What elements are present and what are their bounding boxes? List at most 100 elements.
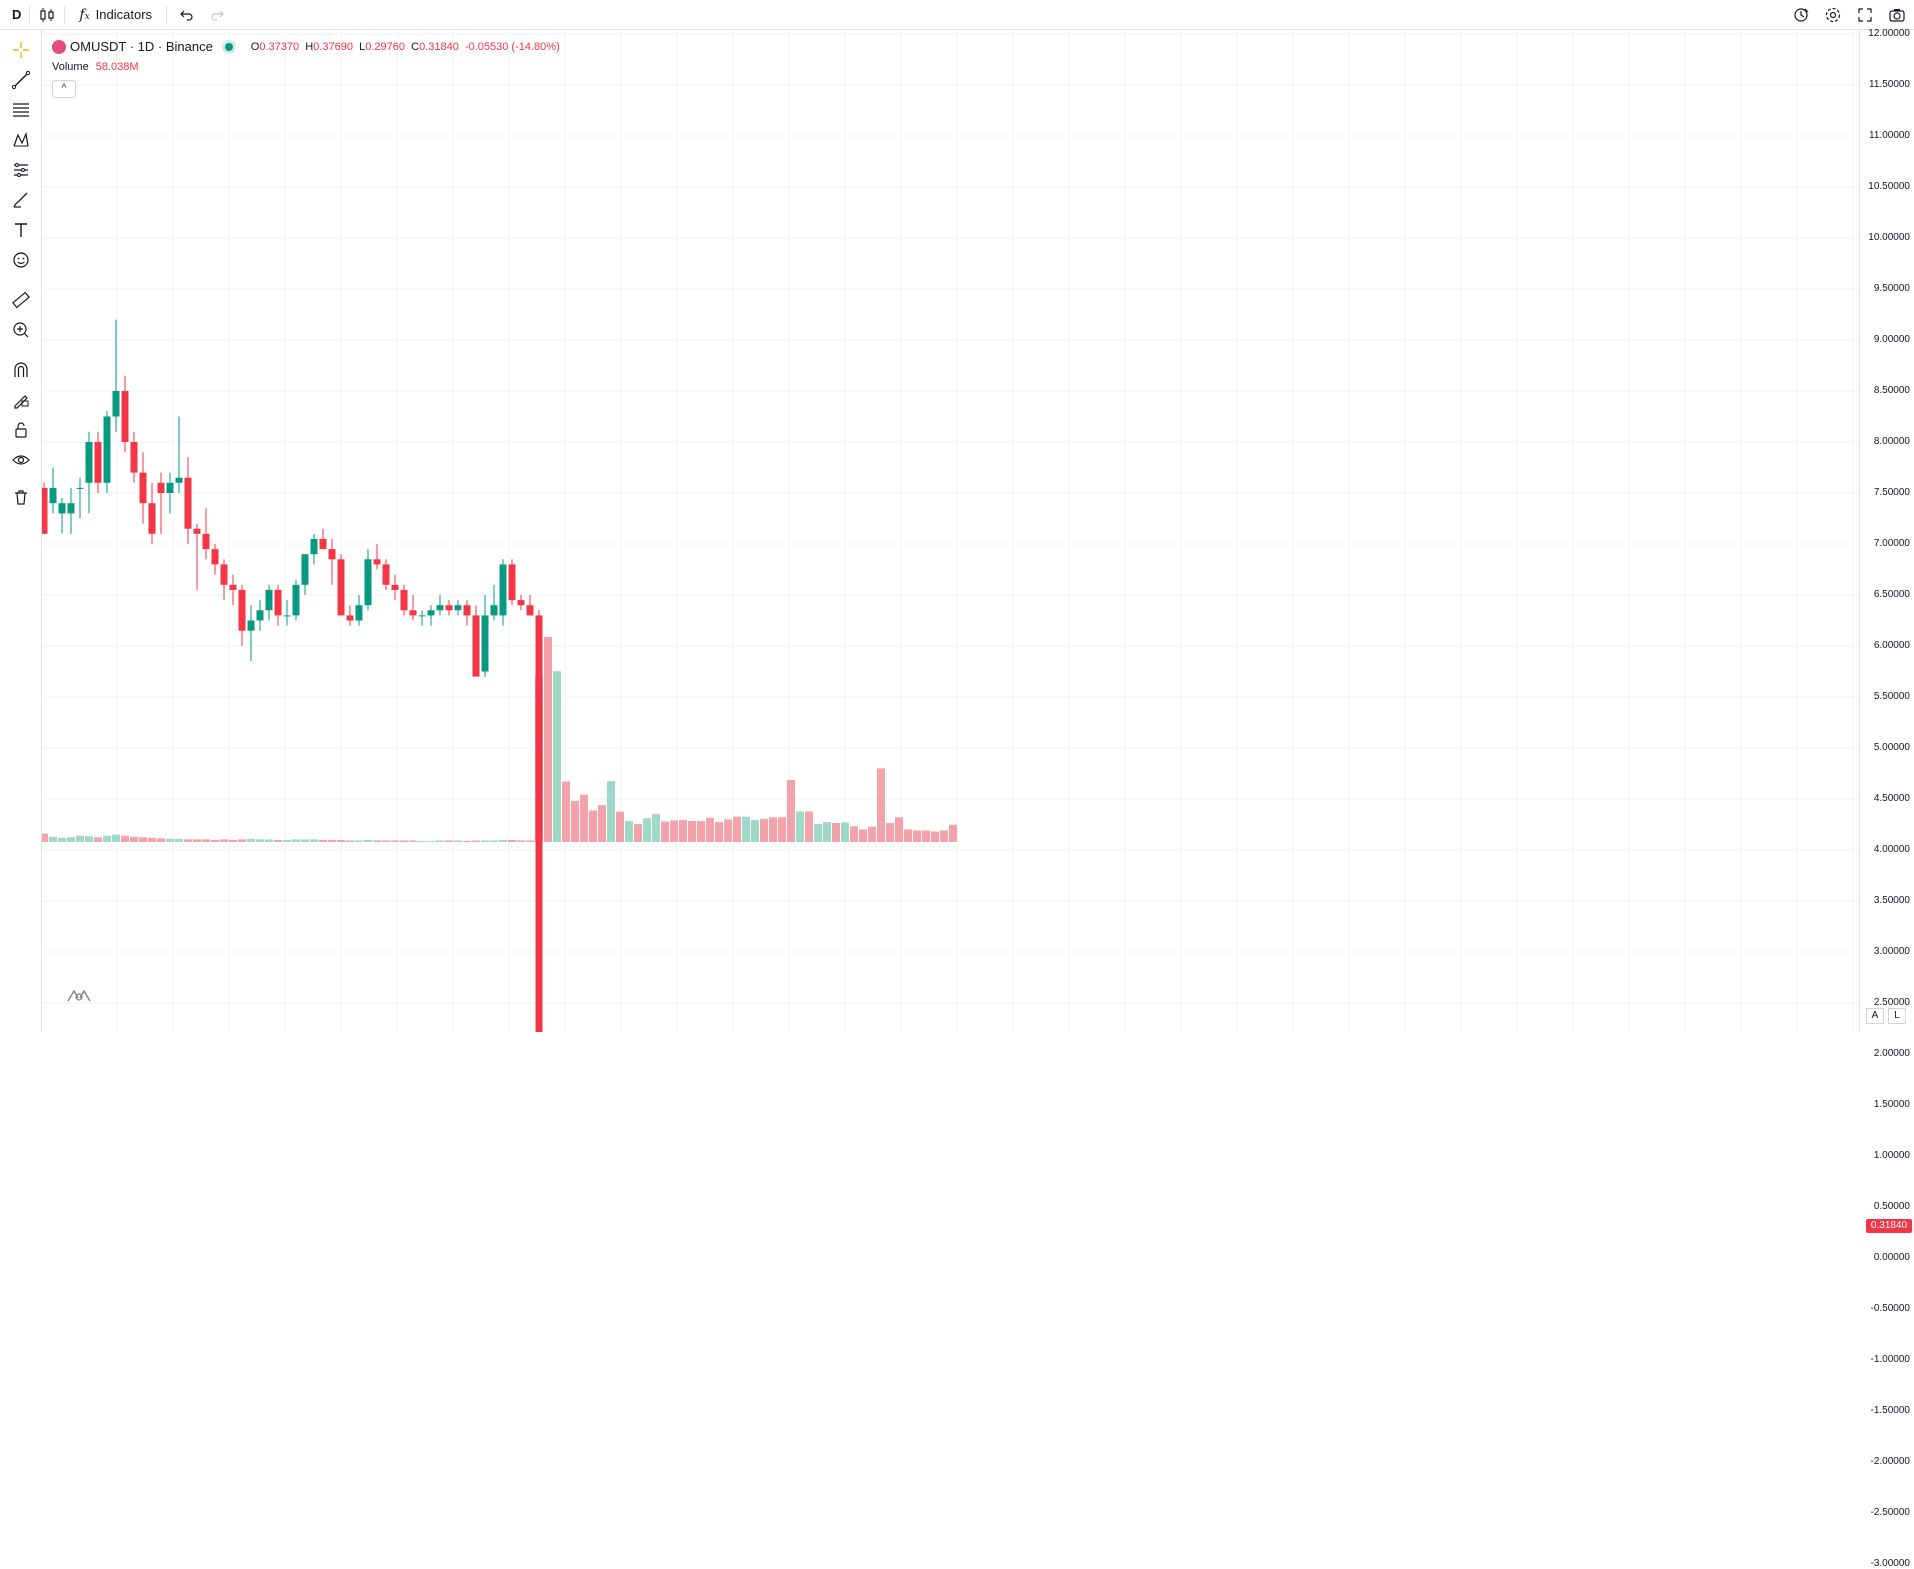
candle-body [373,559,381,565]
candle-body [508,564,516,601]
candle-body [526,605,534,616]
volume-bar [265,839,273,842]
candle-body [346,615,354,621]
price-axis-label: 5.00000 [1873,742,1910,753]
lock-drawing-pencil-icon[interactable] [9,388,33,412]
brush-icon[interactable] [9,188,33,212]
price-axis-label: 8.00000 [1873,436,1910,447]
candle-body [418,615,426,617]
camera-snapshot-icon[interactable] [1888,6,1906,24]
volume-bar [445,840,453,842]
candle-body [67,503,75,514]
candle-body [283,615,291,617]
interval-button[interactable]: D [12,7,22,22]
pattern-icon[interactable] [9,128,33,152]
magnet-icon[interactable] [9,358,33,382]
text-tool-icon[interactable] [9,218,33,242]
volume-bar [94,837,102,842]
chart-type-button[interactable] [38,0,56,30]
volume-bar [877,768,885,842]
volume-bar [742,816,750,842]
eye-icon[interactable] [9,448,33,472]
volume-bar [364,839,372,842]
candle-body [238,589,246,631]
ohlc-values: O0.37370 H0.37690 L0.29760 C0.31840 -0.0… [250,40,560,53]
candle-body [94,442,102,483]
ruler-icon[interactable] [9,288,33,312]
candle-body [319,538,327,550]
volume-bar [283,839,291,842]
volume-bar [400,840,408,842]
candle-body [490,605,498,616]
settings-gear-icon[interactable] [1824,6,1842,24]
forecast-icon[interactable] [9,158,33,182]
volume-bar [220,839,228,842]
candle-body [427,610,435,616]
candle-body [292,584,300,616]
emoji-icon[interactable] [9,248,33,272]
volume-bar [40,833,48,842]
volume-bar [112,834,120,842]
volume-bar [310,839,318,842]
price-axis-label: 2.50000 [1873,997,1910,1008]
price-axis-label: 11.50000 [1869,79,1910,90]
close-value: 0.31840 [419,40,459,53]
chart-pane[interactable] [40,30,1859,1565]
volume-bar [355,840,363,842]
indicators-button[interactable]: fx Indicators [79,0,152,30]
price-axis-label: 4.00000 [1873,844,1910,855]
volume-bar [886,823,894,842]
tradingview-logo-icon[interactable] [66,988,92,1009]
zoom-in-icon[interactable] [9,318,33,342]
volume-bar [580,794,588,842]
candle-body [391,584,399,590]
market-status-icon [224,42,233,51]
candle-body [85,442,93,483]
undo-button[interactable] [179,0,195,30]
price-axis-label: -1.00000 [1870,1354,1910,1365]
volume-bar [949,824,957,842]
symbol-title[interactable]: OMUSDT · 1D · Binance [70,39,213,54]
volume-bar [814,824,822,842]
lock-icon[interactable] [9,418,33,442]
trash-icon[interactable] [9,485,33,509]
volume-bar [292,839,300,842]
log-scale-button[interactable]: L [1888,1008,1906,1024]
open-value: 0.37370 [259,40,300,53]
auto-scale-button[interactable]: A [1866,1008,1884,1024]
candle-body [337,559,345,616]
volume-bar [238,839,246,842]
volume-bar [517,840,525,842]
volume-bar [832,823,840,842]
fullscreen-icon[interactable] [1856,6,1874,24]
volume-bar [508,839,516,842]
volume-bar [121,835,129,842]
candle-body [193,528,201,534]
candle-body [139,472,147,504]
price-chart-svg[interactable] [40,30,1859,1565]
candle-body [454,605,462,611]
volume-bar [499,839,507,842]
price-axis-label: 0.50000 [1873,1201,1910,1212]
price-axis[interactable]: 12.00000 11.50000 11.00000 10.50000 10.00000… [1859,28,1914,1569]
volume-bar [418,840,426,842]
redo-button[interactable] [209,0,225,30]
price-axis-label: 2.00000 [1873,1048,1910,1059]
candle-body [256,610,264,621]
candle-body [184,477,192,529]
price-axis-label: 5.50000 [1873,691,1910,702]
change-value: -0.05530 (-14.80%) [464,40,560,53]
fib-retracement-icon[interactable] [9,98,33,122]
price-axis-label: 3.50000 [1873,895,1910,906]
alert-clock-icon[interactable] [1792,6,1810,24]
trend-line-icon[interactable] [9,68,33,92]
price-axis-label: 1.00000 [1873,1150,1910,1161]
symbol-legend: OMUSDT · 1D · Binance O0.37370 H0.37690 … [52,39,560,54]
price-axis-label: 1.50000 [1873,1099,1910,1110]
volume-bar [562,781,570,842]
volume-bar [679,819,687,842]
collapse-legend-button[interactable]: ^ [52,80,76,98]
volume-bar [616,811,624,842]
volume-bar [490,840,498,842]
crosshair-icon[interactable] [9,38,33,62]
